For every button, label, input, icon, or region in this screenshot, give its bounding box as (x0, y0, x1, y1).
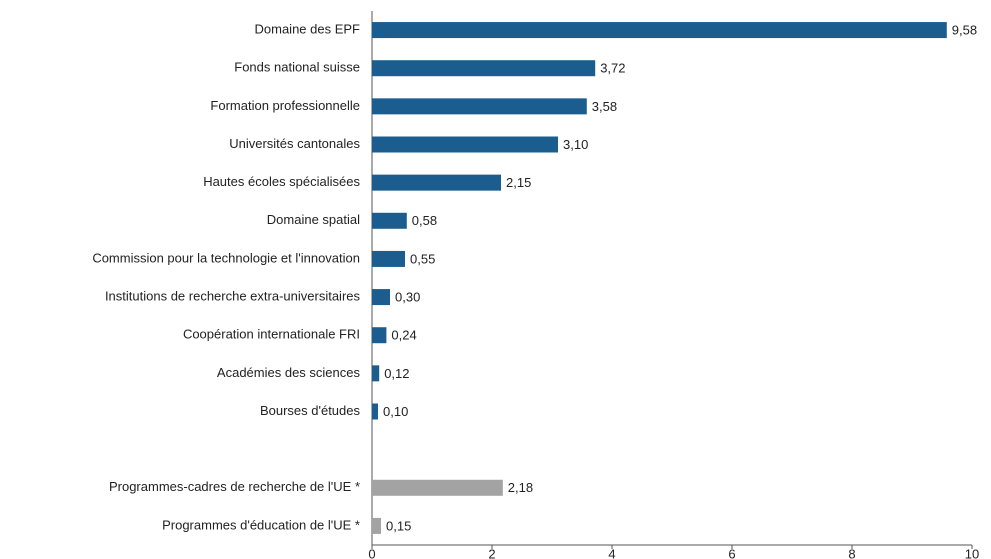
value-label: 3,72 (600, 61, 625, 76)
bar (372, 250, 405, 267)
value-label: 2,18 (508, 480, 533, 495)
bar (372, 60, 596, 77)
bar (372, 212, 407, 229)
bar (372, 517, 381, 534)
y-tick-label: Fonds national suisse (234, 60, 360, 75)
value-label: 3,58 (592, 99, 617, 114)
y-tick-label: Programmes-cadres de recherche de l'UE * (109, 479, 360, 494)
bar (372, 479, 503, 496)
value-label: 0,15 (386, 518, 411, 533)
y-tick-label: Domaine spatial (267, 212, 360, 227)
bar (372, 136, 558, 153)
value-label: 9,58 (952, 23, 977, 38)
value-label: 0,12 (384, 366, 409, 381)
y-tick-label: Coopération internationale FRI (183, 327, 360, 342)
bar (372, 365, 380, 382)
value-label: 0,58 (412, 213, 437, 228)
bar (372, 403, 378, 420)
value-label: 3,10 (563, 137, 588, 152)
bar (372, 289, 390, 306)
x-tick-label: 8 (848, 546, 855, 559)
bar (372, 98, 587, 115)
y-tick-label: Bourses d'études (260, 403, 361, 418)
y-tick-label: Universités cantonales (229, 136, 360, 151)
y-tick-label: Académies des sciences (217, 365, 361, 380)
x-tick-label: 0 (368, 546, 375, 559)
y-tick-label: Programmes d'éducation de l'UE * (162, 517, 360, 532)
value-label: 2,15 (506, 175, 531, 190)
bar (372, 327, 387, 344)
y-tick-label: Commission pour la technologie et l'inno… (92, 250, 360, 265)
x-tick-label: 10 (965, 546, 979, 559)
y-tick-label: Institutions de recherche extra-universi… (105, 289, 361, 304)
x-tick-label: 4 (608, 546, 615, 559)
bar (372, 22, 947, 39)
value-label: 0,30 (395, 290, 420, 305)
value-label: 0,55 (410, 251, 435, 266)
value-label: 0,10 (383, 404, 408, 419)
y-tick-label: Hautes écoles spécialisées (203, 174, 360, 189)
bar (372, 174, 501, 191)
x-tick-label: 6 (728, 546, 735, 559)
y-tick-label: Formation professionnelle (210, 98, 360, 113)
x-tick-label: 2 (488, 546, 495, 559)
y-tick-label: Domaine des EPF (255, 22, 361, 37)
value-label: 0,24 (391, 328, 416, 343)
